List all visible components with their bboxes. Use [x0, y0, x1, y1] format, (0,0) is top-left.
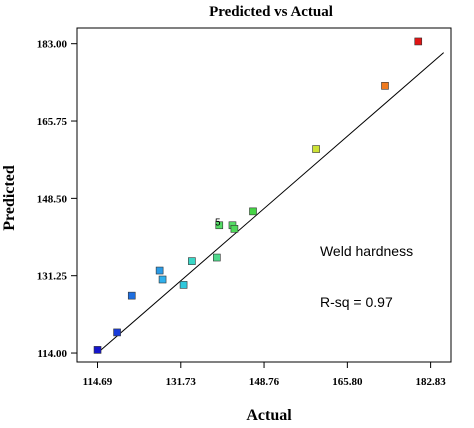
y-tick-label: 114.00 — [37, 348, 67, 360]
x-axis-label: Actual — [246, 407, 292, 424]
data-point — [179, 281, 188, 289]
data-point — [312, 145, 320, 153]
data-point — [249, 207, 257, 216]
x-tick-label: 182.83 — [415, 376, 446, 388]
x-tick-label: 148.76 — [249, 376, 280, 388]
annotations: Weld hardness R-sq = 0.97 5 — [215, 218, 413, 310]
data-point — [213, 253, 221, 262]
data-point — [414, 37, 423, 46]
x-tick-label: 131.73 — [166, 376, 197, 388]
plot-area — [76, 27, 452, 363]
y-axis-label: Predicted — [1, 165, 18, 231]
annotation-text: Weld hardness — [320, 243, 413, 259]
x-tick-label: 165.80 — [332, 376, 363, 388]
x-tick-label: 114.69 — [83, 376, 113, 388]
data-point — [113, 328, 121, 337]
x-axis: 114.69 131.73 148.76 165.80 182.83 — [83, 362, 446, 388]
point-count-label: 5 — [215, 218, 221, 229]
data-point — [93, 346, 102, 354]
data-point — [230, 225, 239, 233]
y-tick-label: 148.50 — [37, 193, 68, 205]
data-point — [188, 257, 196, 265]
data-point — [215, 221, 224, 230]
data-points — [93, 37, 423, 354]
fit-line — [97, 52, 444, 354]
data-point — [381, 82, 389, 90]
chart-title: Predicted vs Actual — [209, 4, 333, 20]
annotation-text: R-sq = 0.97 — [320, 294, 393, 310]
y-tick-label: 183.00 — [37, 39, 68, 51]
data-point — [155, 266, 164, 275]
y-tick-label: 165.75 — [37, 116, 68, 128]
y-axis: 114.00 131.25 148.50 165.75 183.00 — [37, 39, 77, 360]
data-point — [127, 291, 136, 300]
data-point — [158, 275, 167, 284]
y-tick-label: 131.25 — [37, 271, 68, 283]
